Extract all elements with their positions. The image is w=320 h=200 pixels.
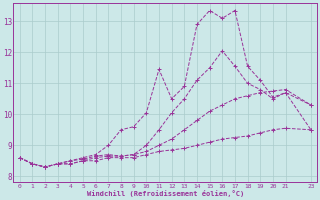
X-axis label: Windchill (Refroidissement éolien,°C): Windchill (Refroidissement éolien,°C): [87, 190, 244, 197]
